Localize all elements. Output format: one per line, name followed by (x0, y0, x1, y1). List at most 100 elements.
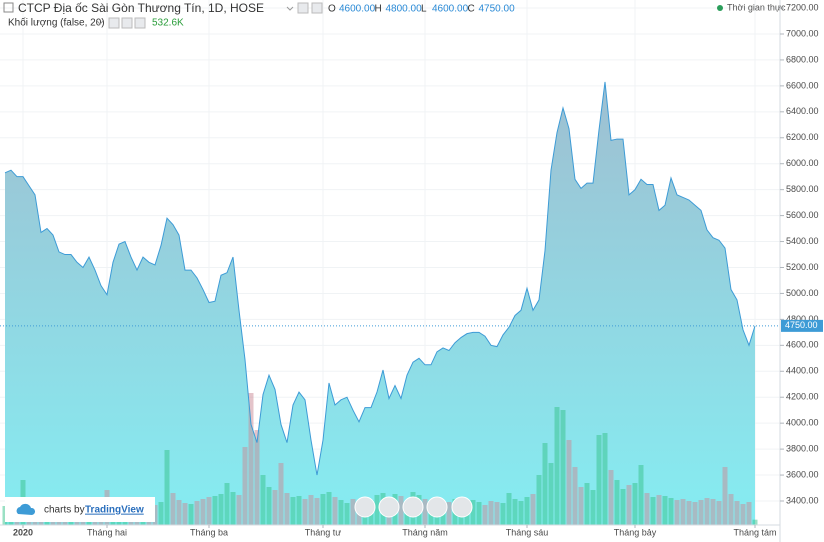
volume-bar (206, 497, 212, 525)
y-tick-label: 4400.00 (786, 366, 819, 376)
hide-button[interactable] (311, 2, 323, 14)
y-tick-label: 6000.00 (786, 158, 819, 168)
volume-bar (236, 495, 242, 525)
nav-buttons (354, 496, 473, 518)
volume-bar (230, 492, 236, 525)
settings-button[interactable] (297, 2, 309, 14)
volume-bar (248, 393, 254, 525)
volume-bar (542, 443, 548, 525)
x-tick-label: Tháng sáu (506, 527, 549, 537)
y-tick-label: 5000.00 (786, 288, 819, 298)
volume-bar (704, 498, 710, 525)
y-tick-label: 5200.00 (786, 262, 819, 272)
volume-bar (698, 500, 704, 525)
y-tick-label: 6600.00 (786, 80, 819, 90)
x-tick-label: Tháng hai (87, 527, 127, 537)
collapse-icon[interactable] (3, 2, 14, 13)
volume-bar (608, 470, 614, 525)
nav-left[interactable] (354, 496, 376, 518)
volume-bar (158, 502, 164, 525)
y-tick-label: 7200.00 (786, 2, 819, 12)
volume-bar (278, 463, 284, 525)
ohlc-value: 4600.00 (339, 4, 376, 15)
volume-bar (164, 450, 170, 525)
volume-bar (650, 497, 656, 525)
y-tick-label: 5600.00 (786, 210, 819, 220)
volume-bar (674, 500, 680, 525)
realtime-dot (717, 5, 723, 11)
y-tick-label: 6400.00 (786, 106, 819, 116)
volume-bar (188, 504, 194, 525)
volume-bar (218, 494, 224, 525)
volume-bar (512, 499, 518, 525)
reset[interactable] (402, 496, 424, 518)
last-price-box (781, 319, 823, 332)
realtime-label: Thời gian thực (727, 2, 786, 12)
volume-bar (692, 502, 698, 525)
volume-bar (590, 490, 596, 525)
y-tick-label: 3600.00 (786, 469, 819, 479)
volume-bar (314, 498, 320, 525)
volume-bar (530, 494, 536, 525)
volume-bar (632, 483, 638, 525)
volume-bar (614, 480, 620, 525)
volume-bar (494, 502, 500, 525)
volume-bar (422, 499, 428, 525)
volume-bar (326, 492, 332, 525)
volume-bar (170, 493, 176, 525)
x-tick-label: Tháng bảy (614, 527, 657, 537)
branding-link[interactable]: TradingView (85, 505, 144, 516)
volume-bar (194, 501, 200, 525)
volume-bar (488, 501, 494, 525)
volume-bar (656, 495, 662, 525)
volume-bar (266, 487, 272, 525)
y-tick-label: 4000.00 (786, 418, 819, 428)
zoom-out[interactable] (378, 496, 400, 518)
close-button[interactable] (134, 17, 146, 29)
volume-bar (626, 485, 632, 525)
volume-bar (296, 496, 302, 525)
x-tick-label: Tháng năm (402, 527, 448, 537)
volume-bar (524, 497, 530, 525)
menu-arrow[interactable] (286, 6, 294, 11)
volume-bar (224, 483, 230, 525)
ohlc-value: 4800.00 (386, 4, 423, 15)
y-tick-label: 4200.00 (786, 392, 819, 402)
x-tick-label: Tháng ba (190, 527, 228, 537)
volume-bar (710, 499, 716, 525)
ohlc-key: L (421, 4, 427, 15)
symbol-title: CTCP Địa ốc Sài Gòn Thương Tín, 1D, HOSE (18, 1, 264, 15)
volume-bar (446, 502, 452, 525)
volume-bar (260, 475, 266, 525)
volume-bar (566, 440, 572, 525)
x-tick-label: 2020 (13, 527, 33, 537)
menu-arrow[interactable] (96, 20, 104, 25)
volume-bar (350, 499, 356, 525)
last-price-label: 4750.00 (785, 320, 818, 330)
settings-button[interactable] (108, 17, 120, 29)
volume-bar (536, 475, 542, 525)
volume-bar (182, 503, 188, 525)
volume-bar (620, 489, 626, 525)
y-tick-label: 7000.00 (786, 28, 819, 38)
zoom-in[interactable] (426, 496, 448, 518)
volume-bar (398, 496, 404, 525)
hide-button[interactable] (121, 17, 133, 29)
volume-bar (200, 499, 206, 525)
volume-legend: Khối lượng (false, 20) (8, 17, 105, 29)
ohlc-value: 4750.00 (479, 4, 516, 15)
volume-bar (584, 483, 590, 525)
volume-bar (668, 498, 674, 525)
volume-bar (290, 497, 296, 525)
volume-bar (374, 495, 380, 525)
volume-bar (716, 501, 722, 525)
volume-bar (740, 504, 746, 525)
nav-right[interactable] (451, 496, 473, 518)
ohlc-key: C (468, 4, 475, 15)
volume-bar (476, 502, 482, 525)
volume-bar (638, 465, 644, 525)
price-line (4, 81, 756, 476)
y-tick-label: 3400.00 (786, 495, 819, 505)
price-area (5, 81, 755, 525)
